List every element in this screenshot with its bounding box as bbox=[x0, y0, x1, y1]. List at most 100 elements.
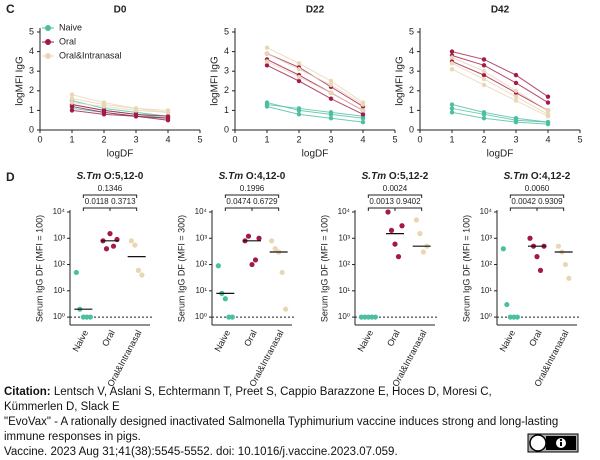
title-organism: S.Tm bbox=[504, 171, 529, 182]
citation-line: Vaccine. 2023 Aug 31;41(38):5545-5552. d… bbox=[4, 446, 398, 458]
y-tick-label: 0 bbox=[224, 124, 229, 134]
data-point bbox=[245, 233, 252, 239]
y-tick-label: 2 bbox=[29, 85, 34, 95]
x-tick-label: Naive bbox=[498, 328, 518, 353]
series-line bbox=[451, 111, 549, 125]
data-point bbox=[392, 241, 398, 247]
series-line bbox=[71, 102, 169, 113]
title-organism: S.Tm bbox=[77, 171, 102, 182]
data-point bbox=[420, 249, 427, 255]
data-point bbox=[449, 110, 455, 115]
y-tick-label: 10³ bbox=[338, 233, 350, 242]
series-line bbox=[71, 105, 169, 119]
data-point bbox=[73, 269, 79, 276]
data-point bbox=[328, 82, 334, 88]
chart-title: S.Tm O:4,12-0 bbox=[219, 171, 286, 182]
y-axis-label: Serum IgG DF (MFI = 100) bbox=[461, 215, 471, 322]
chart-title: D42 bbox=[491, 5, 510, 16]
x-tick-label: 2 bbox=[481, 134, 486, 144]
data-point bbox=[513, 98, 519, 103]
data-point bbox=[481, 63, 487, 68]
significance-bracket bbox=[367, 207, 396, 211]
data-point bbox=[481, 69, 487, 74]
x-tick-label: 0 bbox=[232, 134, 237, 144]
x-tick-label: 1 bbox=[264, 134, 269, 144]
x-tick-label: 2 bbox=[101, 134, 106, 144]
title-serotype: O:5,12-2 bbox=[389, 171, 429, 182]
y-tick-label: 1 bbox=[29, 105, 34, 115]
data-point bbox=[328, 96, 334, 101]
p-value: 0.9402 bbox=[396, 197, 421, 206]
data-point bbox=[215, 263, 221, 269]
citation-line: Kümmerlen D, Slack E bbox=[4, 401, 120, 413]
data-point bbox=[566, 275, 572, 281]
y-tick-label: 2 bbox=[409, 85, 414, 95]
x-tick-label: Oral bbox=[242, 328, 259, 348]
p-value: 0.0024 bbox=[383, 184, 408, 193]
y-tick-label: 3 bbox=[224, 66, 229, 76]
data-point bbox=[504, 301, 510, 308]
data-point bbox=[449, 106, 455, 111]
series-line bbox=[266, 53, 364, 105]
citation-line: immune responses in pigs. bbox=[4, 431, 141, 443]
data-point bbox=[165, 108, 171, 113]
y-tick-label: 2 bbox=[224, 85, 229, 95]
y-tick-label: 0 bbox=[29, 124, 34, 134]
significance-bracket bbox=[509, 207, 538, 211]
x-axis-label: logDF bbox=[107, 149, 134, 160]
significance-bracket bbox=[509, 194, 565, 198]
data-point bbox=[101, 100, 107, 105]
data-point bbox=[513, 119, 519, 125]
data-point bbox=[395, 254, 402, 260]
data-point bbox=[360, 102, 366, 107]
data-point bbox=[69, 92, 75, 97]
y-axis-label: Serum IgG DF (MFI = 300) bbox=[176, 215, 186, 322]
series-line bbox=[266, 47, 364, 103]
data-point bbox=[107, 231, 113, 237]
p-value: 0.1346 bbox=[98, 184, 123, 193]
significance-bracket bbox=[82, 194, 138, 198]
y-tick-label: 10¹ bbox=[338, 286, 350, 295]
data-point bbox=[279, 269, 285, 276]
y-tick-label: 4 bbox=[409, 46, 414, 56]
p-value: 0.6729 bbox=[253, 197, 278, 206]
data-point bbox=[481, 82, 487, 88]
p-value: 0.0060 bbox=[525, 184, 550, 193]
data-point bbox=[296, 78, 302, 84]
data-point bbox=[545, 100, 551, 105]
data-point bbox=[103, 246, 110, 252]
series-line bbox=[451, 68, 549, 117]
y-tick-label: 10⁴ bbox=[480, 207, 493, 216]
data-point bbox=[69, 100, 75, 105]
data-point bbox=[222, 296, 228, 302]
series-line bbox=[451, 107, 549, 123]
y-tick-label: 10⁰ bbox=[53, 312, 65, 321]
x-tick-label: Oral bbox=[385, 328, 402, 348]
x-tick-label: 4 bbox=[545, 134, 550, 144]
data-point bbox=[449, 55, 455, 60]
panel-label: C bbox=[6, 2, 15, 16]
data-point bbox=[500, 246, 506, 252]
data-point bbox=[388, 227, 395, 233]
y-tick-label: 10⁴ bbox=[338, 207, 351, 216]
data-point bbox=[296, 106, 302, 111]
x-tick-label: 3 bbox=[328, 134, 333, 144]
data-point bbox=[296, 61, 302, 66]
data-point bbox=[545, 114, 551, 119]
data-point bbox=[360, 119, 366, 125]
series-line bbox=[451, 57, 549, 111]
significance-bracket bbox=[224, 207, 253, 211]
data-point bbox=[101, 104, 107, 109]
x-tick-label: 4 bbox=[165, 134, 170, 144]
x-tick-label: 1 bbox=[69, 134, 74, 144]
series-line bbox=[451, 55, 549, 103]
data-point bbox=[256, 235, 262, 241]
y-tick-label: 10² bbox=[53, 260, 65, 269]
data-point bbox=[135, 267, 142, 273]
y-tick-label: 10⁴ bbox=[195, 207, 208, 216]
series-line bbox=[266, 60, 364, 111]
data-point bbox=[132, 242, 138, 248]
data-point bbox=[413, 217, 420, 223]
y-tick-label: 1 bbox=[224, 105, 229, 115]
x-tick-label: Naive bbox=[356, 328, 376, 353]
